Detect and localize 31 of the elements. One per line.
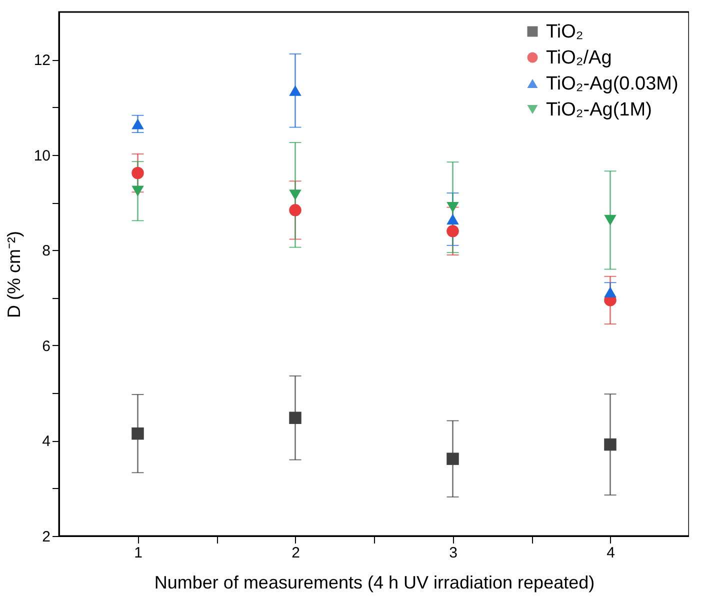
point	[446, 225, 459, 238]
y-tick-label: 8	[42, 242, 50, 260]
point	[289, 190, 302, 200]
y-tick-label: 10	[34, 147, 50, 164]
point	[289, 85, 302, 96]
legend-label: TiO₂/Ag	[546, 48, 612, 68]
legend-label: TiO₂-Ag(0.03M)	[546, 74, 678, 94]
x-tick-label: 3	[449, 544, 458, 562]
point	[289, 204, 302, 216]
point	[132, 118, 144, 130]
point	[446, 202, 459, 213]
point	[446, 214, 459, 225]
y-tick-label: 12	[34, 52, 50, 70]
legend-label: TiO₂	[546, 22, 584, 42]
point	[604, 438, 616, 451]
point	[132, 186, 144, 196]
legend-label: TiO₂-Ag(1M)	[546, 100, 652, 120]
y-tick-label: 2	[42, 528, 50, 546]
x-tick-label: 2	[292, 544, 300, 562]
point	[604, 214, 616, 226]
point	[132, 166, 144, 180]
x-tick-label: 1	[134, 544, 142, 562]
y-axis-title: D (% cm⁻²)	[4, 231, 24, 318]
point	[289, 412, 302, 424]
point	[132, 427, 144, 440]
y-tick-label: 6	[42, 338, 50, 355]
point	[604, 286, 616, 298]
x-tick-label: 4	[606, 544, 615, 562]
y-tick-label: 4	[42, 433, 50, 450]
point	[446, 452, 459, 465]
x-axis-title: Number of measurements (4 h UV irradiation repeated)	[154, 572, 595, 592]
